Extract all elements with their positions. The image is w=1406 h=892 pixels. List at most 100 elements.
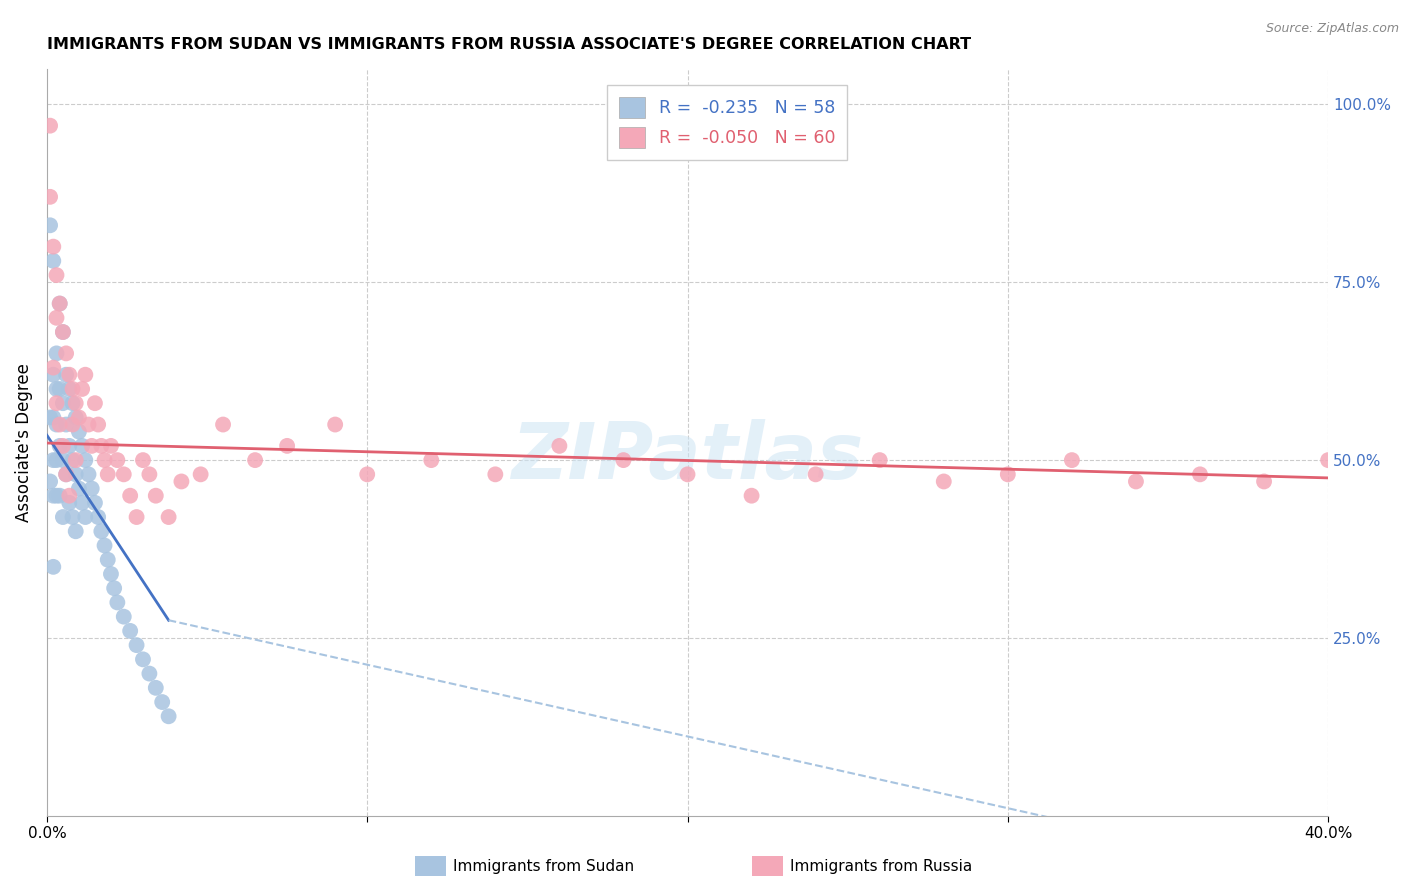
Point xyxy=(1188,467,1211,482)
Point xyxy=(80,439,103,453)
Point xyxy=(65,396,87,410)
Point xyxy=(157,709,180,723)
Point xyxy=(243,453,266,467)
Point xyxy=(39,219,62,233)
Point xyxy=(75,453,97,467)
Y-axis label: Associate's Degree: Associate's Degree xyxy=(15,363,32,522)
Point xyxy=(52,325,75,339)
Point xyxy=(105,453,128,467)
Text: Immigrants from Russia: Immigrants from Russia xyxy=(790,859,973,873)
Point xyxy=(138,666,160,681)
Point xyxy=(52,439,75,453)
Text: IMMIGRANTS FROM SUDAN VS IMMIGRANTS FROM RUSSIA ASSOCIATE'S DEGREE CORRELATION C: IMMIGRANTS FROM SUDAN VS IMMIGRANTS FROM… xyxy=(46,37,972,53)
Point xyxy=(65,524,87,539)
Point xyxy=(120,489,142,503)
Point xyxy=(39,119,62,133)
Point xyxy=(1125,475,1147,489)
Point xyxy=(62,417,84,432)
Point xyxy=(58,439,80,453)
Point xyxy=(55,467,77,482)
Point xyxy=(548,439,571,453)
Point xyxy=(676,467,699,482)
Point xyxy=(45,268,67,282)
Point xyxy=(48,382,70,396)
Point xyxy=(84,496,107,510)
Point xyxy=(87,510,110,524)
Point xyxy=(55,368,77,382)
Point xyxy=(42,559,65,574)
Point xyxy=(42,240,65,254)
Point xyxy=(93,453,115,467)
Point xyxy=(170,475,193,489)
Point xyxy=(65,467,87,482)
Point xyxy=(45,453,67,467)
Point xyxy=(112,467,135,482)
Point xyxy=(42,368,65,382)
Point xyxy=(356,467,378,482)
Point xyxy=(70,439,93,453)
Point xyxy=(42,410,65,425)
Point xyxy=(138,467,160,482)
Point xyxy=(87,417,110,432)
Text: ZIPatlas: ZIPatlas xyxy=(512,419,863,495)
Point xyxy=(45,346,67,360)
Point xyxy=(145,489,167,503)
Point xyxy=(157,510,180,524)
Point xyxy=(67,482,90,496)
Point xyxy=(212,417,235,432)
Point xyxy=(323,417,346,432)
Point xyxy=(103,581,125,595)
Point xyxy=(48,439,70,453)
Point xyxy=(67,425,90,439)
Point xyxy=(67,410,90,425)
Point xyxy=(39,475,62,489)
Point xyxy=(48,489,70,503)
Point xyxy=(42,253,65,268)
Point xyxy=(45,310,67,325)
Point xyxy=(65,453,87,467)
Point xyxy=(93,539,115,553)
Point xyxy=(42,360,65,375)
Point xyxy=(612,453,634,467)
Point xyxy=(97,467,120,482)
Point xyxy=(77,417,100,432)
Point xyxy=(1317,453,1340,467)
Point xyxy=(62,382,84,396)
Point xyxy=(75,510,97,524)
Text: Immigrants from Sudan: Immigrants from Sudan xyxy=(453,859,634,873)
Point xyxy=(45,382,67,396)
Point xyxy=(52,453,75,467)
Point xyxy=(80,482,103,496)
Point xyxy=(58,496,80,510)
Point xyxy=(84,396,107,410)
Point xyxy=(48,296,70,310)
Point xyxy=(70,496,93,510)
Point xyxy=(58,368,80,382)
Point xyxy=(120,624,142,638)
Point xyxy=(39,190,62,204)
Point xyxy=(90,439,112,453)
Point xyxy=(52,325,75,339)
Point xyxy=(58,489,80,503)
Point xyxy=(55,346,77,360)
Point xyxy=(741,489,763,503)
Point xyxy=(45,417,67,432)
Point xyxy=(52,510,75,524)
Point xyxy=(145,681,167,695)
Point xyxy=(62,510,84,524)
Point xyxy=(77,467,100,482)
Point xyxy=(105,595,128,609)
Point xyxy=(62,396,84,410)
Point xyxy=(62,453,84,467)
Point xyxy=(1060,453,1083,467)
Point xyxy=(45,396,67,410)
Point xyxy=(42,489,65,503)
Point xyxy=(45,489,67,503)
Point xyxy=(132,652,155,666)
Point xyxy=(997,467,1019,482)
Point xyxy=(75,368,97,382)
Point xyxy=(190,467,212,482)
Point xyxy=(112,609,135,624)
Point xyxy=(869,453,891,467)
Point xyxy=(97,553,120,567)
